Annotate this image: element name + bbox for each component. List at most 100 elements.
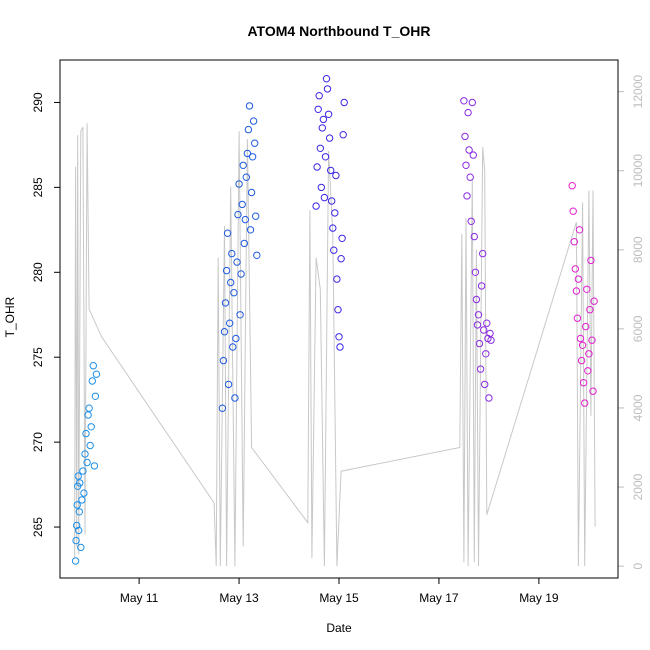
scatter-point: [327, 166, 335, 175]
scatter-point: [72, 536, 80, 545]
x-tick-label: May 17: [419, 591, 459, 605]
scatter-point: [221, 299, 230, 307]
scatter-point: [320, 193, 329, 202]
scatter-point: [579, 379, 588, 387]
scatter-point: [322, 75, 331, 83]
scatter-point: [334, 306, 342, 314]
scatter-point: [335, 333, 343, 341]
scatter-point: [253, 251, 261, 260]
scatter-point: [85, 404, 93, 412]
scatter-point: [571, 265, 579, 273]
scatter-point: [88, 377, 97, 385]
scatter-point: [226, 319, 234, 327]
scatter-point: [572, 287, 581, 295]
scatter-point: [227, 278, 235, 287]
scatter-point: [90, 462, 99, 470]
y-axis-label: T_OHR: [3, 296, 17, 337]
scatter-point: [481, 380, 489, 389]
scatter-point: [473, 321, 482, 329]
scatter-point: [232, 334, 240, 343]
y2-tick-label: 2000: [631, 473, 645, 500]
scatter-point: [463, 192, 471, 200]
scatter-point: [74, 472, 82, 480]
plot-frame: [59, 59, 619, 579]
x-tick-label: May 13: [219, 591, 259, 605]
scatter-point: [486, 329, 494, 338]
scatter-point: [251, 139, 259, 147]
scatter-point: [73, 521, 81, 530]
scatter-point: [578, 341, 587, 349]
scatter-point: [234, 210, 242, 219]
scatter-point: [460, 97, 468, 105]
scatter-point: [469, 151, 477, 159]
scatter-point: [89, 362, 98, 370]
scatter-point: [575, 226, 584, 234]
scatter-point: [471, 268, 480, 276]
scatter-point: [71, 557, 80, 565]
scatter-point: [462, 161, 470, 170]
scatter-point: [570, 238, 578, 246]
scatter-point: [319, 115, 328, 124]
scatter-point: [239, 161, 247, 170]
scatter-point: [337, 255, 345, 263]
scatter-point: [223, 229, 232, 237]
y-tick-label: 265: [31, 517, 45, 537]
x-tick-label: May 19: [519, 591, 559, 605]
scatter-point: [315, 92, 323, 100]
scatter-point: [470, 232, 478, 241]
scatter-point: [318, 124, 326, 132]
y2-tick-label: 6000: [631, 315, 645, 342]
scatter-point: [78, 496, 86, 504]
scatter-point: [80, 489, 88, 497]
scatter-point: [330, 246, 338, 254]
scatter-point: [576, 334, 585, 343]
y2-tick-label: 4000: [631, 394, 645, 421]
scatter-point: [317, 183, 325, 192]
scatter-point: [590, 297, 598, 305]
scatter-point: [219, 356, 228, 365]
scatter-point: [474, 311, 483, 319]
scatter-point: [336, 343, 344, 351]
scatter-point: [483, 319, 491, 327]
scatter-point: [235, 180, 243, 188]
scatter-point: [244, 125, 253, 134]
scatter-point: [236, 311, 244, 319]
scatter-point: [569, 207, 577, 215]
scatter-point: [229, 343, 237, 351]
scatter-point: [340, 98, 348, 107]
scatter-point: [586, 306, 594, 314]
scatter-point: [323, 85, 332, 93]
secondary-series-line: [74, 123, 596, 567]
scatter-point: [313, 163, 321, 171]
scatter-point: [589, 387, 597, 395]
scatter-point: [252, 212, 260, 220]
scatter-point: [79, 467, 87, 475]
y-tick-label: 285: [31, 177, 45, 197]
scatter-point: [92, 370, 101, 378]
scatter-point: [238, 200, 246, 209]
scatter-point: [324, 110, 333, 119]
scatter-point: [329, 224, 337, 232]
scatter-point: [477, 282, 486, 290]
scatter-point: [245, 102, 254, 110]
scatter-point: [321, 153, 330, 161]
scatter-point: [83, 458, 91, 467]
scatter-point: [325, 134, 334, 142]
scatter-point: [332, 171, 340, 180]
scatter-point: [243, 149, 252, 158]
y-tick-label: 275: [31, 347, 45, 367]
scatter-point: [482, 350, 490, 358]
scatter-point: [249, 117, 258, 125]
x-tick-label: May 11: [120, 591, 159, 605]
scatter-point: [230, 289, 238, 297]
scatter-point: [222, 266, 231, 275]
scatter-point: [228, 249, 236, 258]
scatter-point: [81, 450, 89, 458]
scatter-point: [581, 399, 589, 407]
scatter-point: [73, 501, 81, 509]
scatter-point: [218, 404, 227, 412]
y-tick-label: 270: [31, 432, 45, 452]
plot-area: May 11 May 13 May 15 May 17 May 19 265 270 275 2…: [31, 75, 645, 605]
scatter-point: [328, 197, 336, 205]
